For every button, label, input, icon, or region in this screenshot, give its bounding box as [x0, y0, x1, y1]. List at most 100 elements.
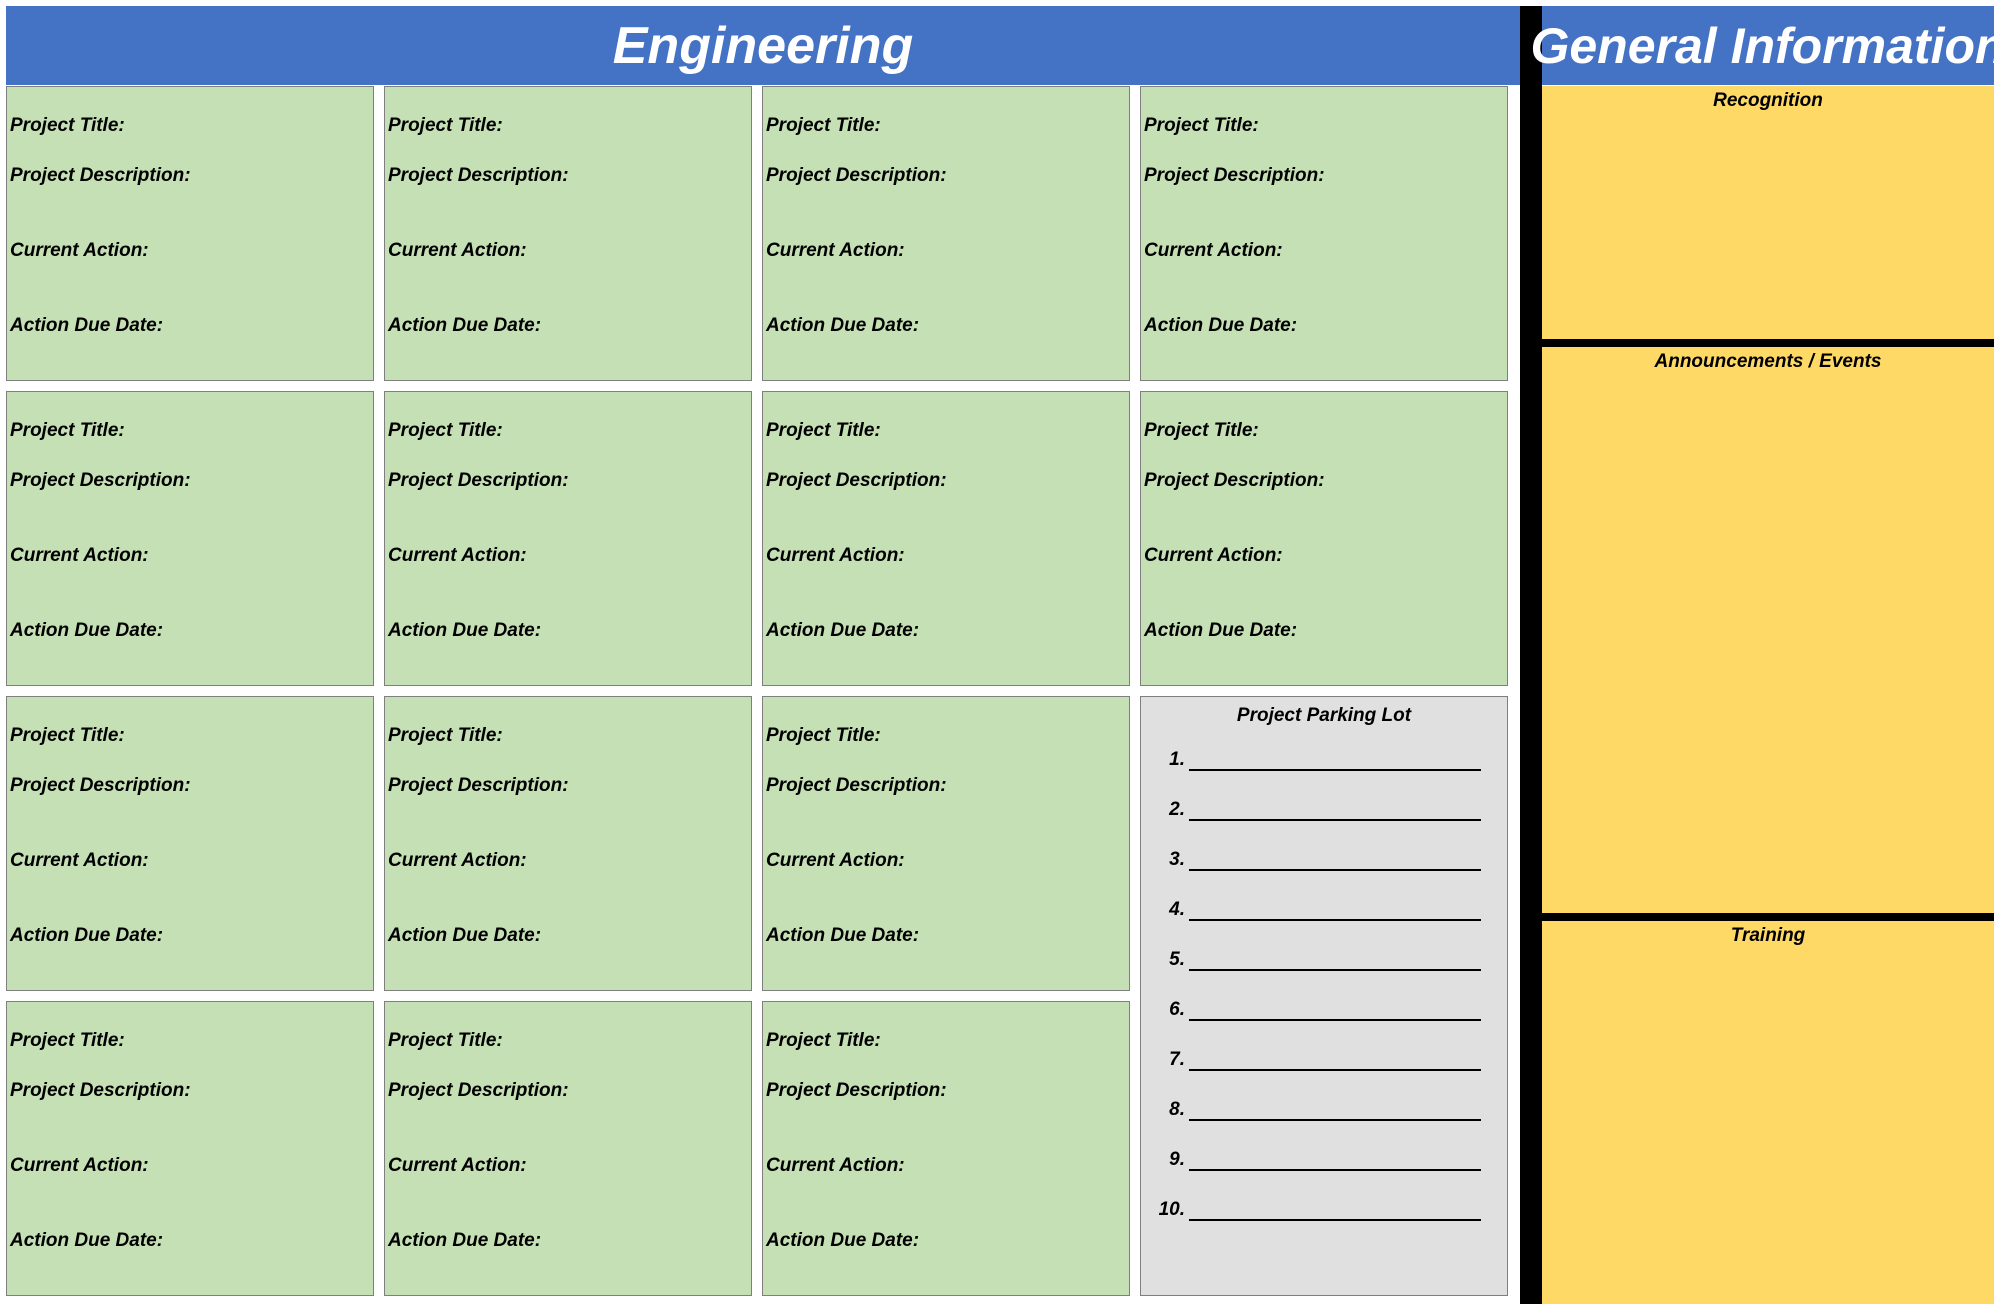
- engineering-header: Engineering: [6, 6, 1520, 85]
- parking-lot-blank-line[interactable]: [1189, 1001, 1481, 1021]
- project-description-label: Project Description:: [766, 165, 947, 186]
- project-title-label: Project Title:: [388, 420, 503, 441]
- current-action-label: Current Action:: [388, 1155, 527, 1176]
- project-card[interactable]: Project Title: Project Description: Curr…: [384, 1001, 752, 1296]
- project-title-label: Project Title:: [766, 420, 881, 441]
- action-due-date-label: Action Due Date:: [1144, 620, 1298, 641]
- project-card[interactable]: Project Title: Project Description: Curr…: [6, 391, 374, 686]
- parking-lot-blank-line[interactable]: [1189, 1201, 1481, 1221]
- current-action-label: Current Action:: [10, 850, 149, 871]
- parking-lot-item[interactable]: 3.: [1155, 847, 1481, 871]
- current-action-label: Current Action:: [388, 240, 527, 261]
- current-action-label: Current Action:: [766, 545, 905, 566]
- project-title-label: Project Title:: [10, 725, 125, 746]
- parking-lot-item-number: 10.: [1158, 1199, 1185, 1220]
- project-card[interactable]: Project Title: Project Description: Curr…: [762, 391, 1130, 686]
- action-due-date-label: Action Due Date:: [388, 925, 542, 946]
- project-description-label: Project Description:: [388, 775, 569, 796]
- parking-lot-item[interactable]: 5.: [1155, 947, 1481, 971]
- parking-lot-item-number: 7.: [1169, 1049, 1185, 1070]
- parking-lot-item[interactable]: 6.: [1155, 997, 1481, 1021]
- parking-lot-item-number: 1.: [1169, 749, 1185, 770]
- parking-lot-item[interactable]: 8.: [1155, 1097, 1481, 1121]
- training-panel[interactable]: Training: [1542, 921, 1994, 1304]
- parking-lot-item-number: 3.: [1169, 849, 1185, 870]
- action-due-date-label: Action Due Date:: [388, 620, 542, 641]
- project-description-label: Project Description:: [766, 470, 947, 491]
- project-card[interactable]: Project Title: Project Description: Curr…: [384, 696, 752, 991]
- parking-lot-blank-line[interactable]: [1189, 1151, 1481, 1171]
- parking-lot-blank-line[interactable]: [1189, 1051, 1481, 1071]
- current-action-label: Current Action:: [10, 1155, 149, 1176]
- project-title-label: Project Title:: [10, 115, 125, 136]
- project-description-label: Project Description:: [388, 165, 569, 186]
- project-parking-lot: Project Parking Lot 1. 2. 3. 4. 5. 6. 7.…: [1140, 696, 1508, 1296]
- project-description-label: Project Description:: [1144, 470, 1325, 491]
- project-title-label: Project Title:: [10, 420, 125, 441]
- section-divider: [1520, 6, 1542, 1304]
- panel-separator: [1542, 913, 1994, 921]
- current-action-label: Current Action:: [388, 545, 527, 566]
- project-card[interactable]: Project Title: Project Description: Curr…: [1140, 86, 1508, 381]
- project-title-label: Project Title:: [766, 725, 881, 746]
- parking-lot-blank-line[interactable]: [1189, 751, 1481, 771]
- parking-lot-item[interactable]: 2.: [1155, 797, 1481, 821]
- current-action-label: Current Action:: [1144, 240, 1283, 261]
- project-description-label: Project Description:: [388, 1080, 569, 1101]
- project-card[interactable]: Project Title: Project Description: Curr…: [762, 86, 1130, 381]
- project-description-label: Project Description:: [10, 1080, 191, 1101]
- recognition-panel[interactable]: Recognition: [1542, 86, 1994, 339]
- parking-lot-blank-line[interactable]: [1189, 801, 1481, 821]
- parking-lot-item-number: 4.: [1169, 899, 1185, 920]
- project-title-label: Project Title:: [1144, 115, 1259, 136]
- parking-lot-item[interactable]: 7.: [1155, 1047, 1481, 1071]
- project-card[interactable]: Project Title: Project Description: Curr…: [762, 696, 1130, 991]
- parking-lot-blank-line[interactable]: [1189, 1101, 1481, 1121]
- parking-lot-item-number: 6.: [1169, 999, 1185, 1020]
- parking-lot-item-number: 2.: [1169, 799, 1185, 820]
- action-due-date-label: Action Due Date:: [10, 925, 164, 946]
- parking-lot-blank-line[interactable]: [1189, 951, 1481, 971]
- parking-lot-title: Project Parking Lot: [1236, 705, 1412, 726]
- action-due-date-label: Action Due Date:: [766, 315, 920, 336]
- project-title-label: Project Title:: [10, 1030, 125, 1051]
- project-card[interactable]: Project Title: Project Description: Curr…: [6, 1001, 374, 1296]
- project-description-label: Project Description:: [766, 1080, 947, 1101]
- parking-lot-item[interactable]: 9.: [1155, 1147, 1481, 1171]
- project-title-label: Project Title:: [388, 115, 503, 136]
- current-action-label: Current Action:: [766, 1155, 905, 1176]
- parking-lot-blank-line[interactable]: [1189, 901, 1481, 921]
- parking-lot-blank-line[interactable]: [1189, 851, 1481, 871]
- current-action-label: Current Action:: [766, 850, 905, 871]
- action-due-date-label: Action Due Date:: [766, 1230, 920, 1251]
- general-information-header: General Information: [1530, 6, 2000, 85]
- project-card[interactable]: Project Title: Project Description: Curr…: [6, 696, 374, 991]
- project-card-grid: Project Title: Project Description: Curr…: [6, 86, 1510, 1302]
- project-description-label: Project Description:: [10, 775, 191, 796]
- project-title-label: Project Title:: [766, 1030, 881, 1051]
- current-action-label: Current Action:: [766, 240, 905, 261]
- project-card[interactable]: Project Title: Project Description: Curr…: [384, 86, 752, 381]
- parking-lot-item-number: 5.: [1169, 949, 1185, 970]
- project-card[interactable]: Project Title: Project Description: Curr…: [6, 86, 374, 381]
- action-due-date-label: Action Due Date:: [388, 1230, 542, 1251]
- project-description-label: Project Description:: [1144, 165, 1325, 186]
- action-due-date-label: Action Due Date:: [10, 315, 164, 336]
- parking-lot-item[interactable]: 4.: [1155, 897, 1481, 921]
- panel-separator: [1542, 339, 1994, 347]
- current-action-label: Current Action:: [1144, 545, 1283, 566]
- action-due-date-label: Action Due Date:: [766, 620, 920, 641]
- announcements-events-panel[interactable]: Announcements / Events: [1542, 347, 1994, 913]
- current-action-label: Current Action:: [10, 545, 149, 566]
- project-card[interactable]: Project Title: Project Description: Curr…: [384, 391, 752, 686]
- project-card[interactable]: Project Title: Project Description: Curr…: [762, 1001, 1130, 1296]
- project-description-label: Project Description:: [10, 165, 191, 186]
- action-due-date-label: Action Due Date:: [766, 925, 920, 946]
- parking-lot-item[interactable]: 10.: [1155, 1197, 1481, 1221]
- parking-lot-item[interactable]: 1.: [1155, 747, 1481, 771]
- project-description-label: Project Description:: [766, 775, 947, 796]
- parking-lot-item-number: 8.: [1169, 1099, 1185, 1120]
- action-due-date-label: Action Due Date:: [388, 315, 542, 336]
- project-title-label: Project Title:: [766, 115, 881, 136]
- project-card[interactable]: Project Title: Project Description: Curr…: [1140, 391, 1508, 686]
